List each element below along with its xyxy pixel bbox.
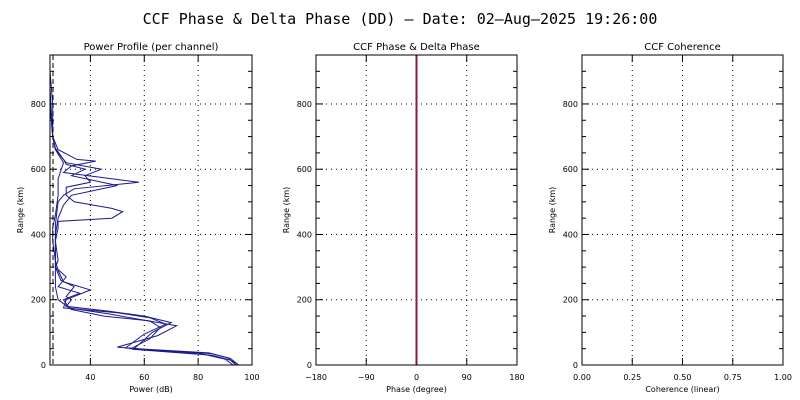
y-axis-label: Range (km) xyxy=(282,187,291,234)
plot-frame xyxy=(315,54,518,366)
x-axis-label: Coherence (linear) xyxy=(645,385,719,394)
y-tick-label: 200 xyxy=(31,296,46,305)
y-tick-label: 0 xyxy=(307,361,312,370)
x-tick-label: 0.00 xyxy=(573,373,591,382)
y-tick-label: 800 xyxy=(297,100,312,109)
panel-2: CCF Phase & Delta Phase −180 −90 0 90 180 0 200… xyxy=(282,42,525,394)
x-tick-label: 100 xyxy=(244,373,259,382)
y-tick-label: 600 xyxy=(297,165,312,174)
y-axis-label: Range (km) xyxy=(548,187,557,234)
y-tick-label: 0 xyxy=(41,361,46,370)
y-tick-label: 0 xyxy=(573,361,578,370)
series-line-3 xyxy=(49,55,237,366)
x-tick-label: 80 xyxy=(193,373,203,382)
y-tick-label: 600 xyxy=(31,165,46,174)
panel-title: CCF Phase & Delta Phase xyxy=(353,42,480,53)
y-tick-label: 800 xyxy=(31,100,46,109)
x-tick-label: −90 xyxy=(358,373,375,382)
y-tick-label: 800 xyxy=(563,100,578,109)
x-axis-label: Phase (degree) xyxy=(386,385,447,394)
x-tick-label: 1.00 xyxy=(774,373,792,382)
y-axis-label: Range (km) xyxy=(16,187,25,234)
figure-title: CCF Phase & Delta Phase (DD) — Date: 02—… xyxy=(142,10,658,28)
x-tick-label: 0.25 xyxy=(623,373,641,382)
x-tick-label: 90 xyxy=(462,373,472,382)
series-line-4 xyxy=(49,55,239,366)
y-tick-label: 400 xyxy=(297,230,312,239)
panel-title: Power Profile (per channel) xyxy=(84,42,219,53)
y-tick-label: 400 xyxy=(563,230,578,239)
y-tick-label: 200 xyxy=(297,296,312,305)
x-tick-label: 40 xyxy=(85,373,95,382)
y-tick-label: 400 xyxy=(31,230,46,239)
y-tick-label: 600 xyxy=(563,165,578,174)
plot-frame xyxy=(581,54,784,366)
panel-1: Power Profile (per channel) 40 60 80 100 0 200… xyxy=(16,42,260,394)
x-tick-label: 0.50 xyxy=(674,373,692,382)
panel-3: CCF Coherence 0.00 0.25 0.50 0.75 1.00 0 200 400… xyxy=(548,42,792,394)
x-tick-label: 60 xyxy=(139,373,149,382)
plot-frame xyxy=(49,54,253,366)
panel-title: CCF Coherence xyxy=(644,42,721,53)
x-tick-label: 180 xyxy=(509,373,524,382)
x-axis-label: Power (dB) xyxy=(129,385,173,394)
x-tick-label: 0.75 xyxy=(724,373,742,382)
y-tick-label: 200 xyxy=(563,296,578,305)
x-tick-label: 0 xyxy=(414,373,419,382)
x-tick-label: −180 xyxy=(305,373,327,382)
series-line-2 xyxy=(49,55,234,366)
